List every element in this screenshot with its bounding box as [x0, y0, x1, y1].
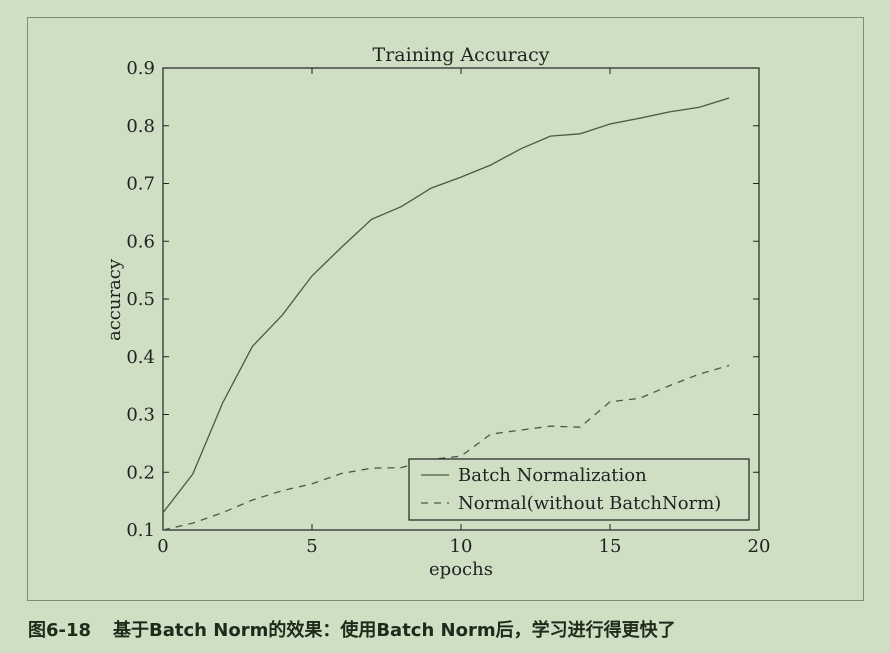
figure-frame [27, 17, 864, 601]
series-layer [162, 97, 730, 531]
y-tick-label: 0.6 [126, 231, 155, 252]
legend: Batch Normalization Normal(without Batch… [408, 458, 750, 521]
training-accuracy-chart: Training Accuracy epochs accuracy 0 5 10 15… [104, 44, 770, 580]
y-tick-label: 0.8 [126, 116, 155, 137]
x-axis-label: epochs [429, 559, 493, 580]
y-tick-label: 0.1 [126, 520, 155, 541]
legend-label-bn: Batch Normalization [458, 465, 647, 486]
x-tick-label: 20 [748, 536, 771, 557]
y-axis-label: accuracy [104, 258, 125, 341]
y-tick-label: 0.9 [126, 58, 155, 79]
y-tick-label: 0.7 [126, 174, 155, 195]
series-line-normal [162, 364, 730, 531]
figure-caption-text: 基于Batch Norm的效果：使用Batch Norm后，学习进行得更快了 [113, 620, 676, 641]
figure-number: 图6-18 [28, 620, 92, 641]
y-tick-label: 0.2 [126, 462, 155, 483]
y-tick-label: 0.4 [126, 347, 155, 368]
legend-box [408, 458, 750, 521]
axis-ticks: 0 5 10 15 20 0.1 0.2 0.3 0.4 0.5 0.6 0.7 0.8 0.9 [126, 58, 770, 557]
y-tick-label: 0.3 [126, 405, 155, 426]
legend-label-normal: Normal(without BatchNorm) [458, 493, 721, 514]
x-tick-label: 0 [157, 536, 168, 557]
figure-caption: 图6-18 基于Batch Norm的效果：使用Batch Norm后，学习进行得… [28, 616, 676, 642]
y-tick-label: 0.5 [126, 289, 155, 310]
x-tick-label: 10 [450, 536, 473, 557]
x-tick-label: 15 [599, 536, 622, 557]
x-tick-label: 5 [306, 536, 317, 557]
chart-title: Training Accuracy [373, 44, 550, 66]
series-line-batch-normalization [162, 97, 730, 514]
